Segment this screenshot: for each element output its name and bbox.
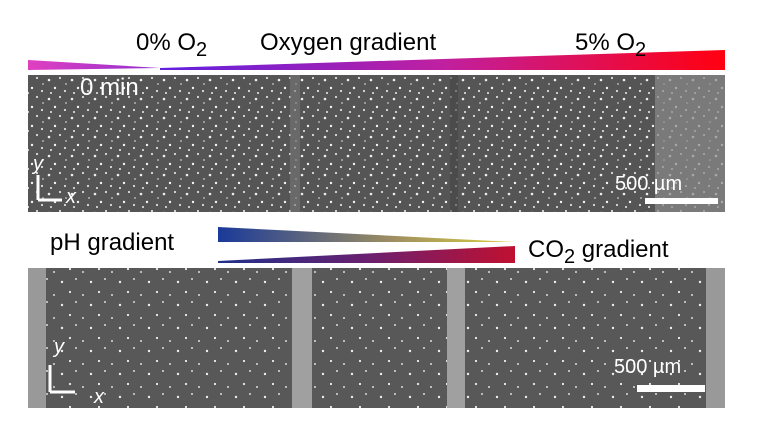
text-part: 2 (196, 39, 207, 61)
text-part: CO (528, 236, 564, 263)
axis-label: y (52, 336, 65, 358)
micrograph (28, 268, 725, 408)
gradient-wedge (160, 50, 725, 70)
scale-bar-label: 500 µm (614, 356, 681, 378)
text-part: 0% O (136, 29, 196, 56)
axis-label: x (93, 386, 105, 408)
channel-wall (28, 268, 46, 408)
label: 0% O2 (136, 29, 207, 61)
text-part: 5% O (575, 29, 635, 56)
text-part: 2 (564, 246, 575, 268)
channel-edge (655, 75, 725, 212)
axis-label: x (65, 186, 77, 208)
label: Oxygen gradient (260, 29, 436, 56)
label: 5% O2 (575, 29, 646, 61)
gradient-wedge (28, 60, 160, 70)
text-part: 2 (635, 39, 646, 61)
scale-bar (645, 198, 718, 204)
text-part: gradient (575, 236, 669, 263)
channel-wall (450, 75, 458, 212)
axis-arrows (48, 365, 75, 394)
label: CO2 gradient (528, 236, 669, 268)
gradient-wedge (218, 246, 515, 263)
scale-bar-label: 500 µm (615, 173, 682, 195)
scale-bar (637, 385, 705, 392)
label: pH gradient (50, 229, 174, 256)
channel-wall (706, 268, 725, 408)
channel-wall (447, 268, 465, 408)
time-label: 0 min (80, 74, 139, 101)
axis-arrows (36, 175, 62, 202)
axis-label: y (31, 153, 44, 175)
gradient-wedge (218, 227, 515, 242)
micrograph (28, 75, 725, 212)
channel-wall (290, 75, 300, 212)
channel-wall (292, 268, 312, 408)
